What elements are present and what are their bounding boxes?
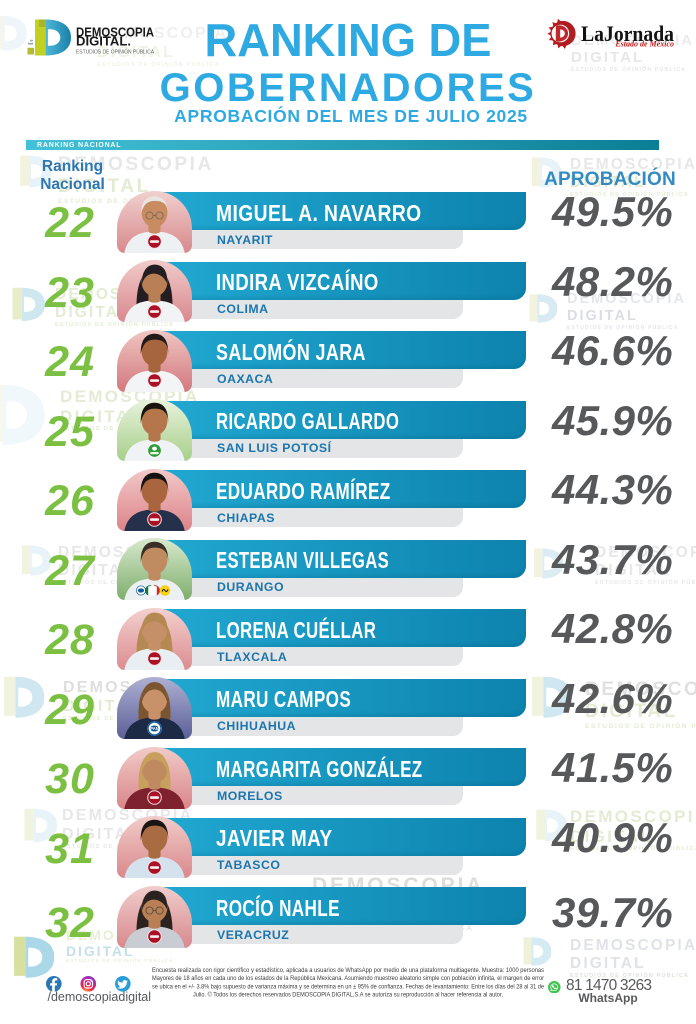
svg-text:Estado de México: Estado de México bbox=[614, 40, 674, 49]
svg-text:ESTUDIOS DE OPINIÓN PÚBLICA: ESTUDIOS DE OPINIÓN PÚBLICA bbox=[76, 48, 155, 55]
svg-text:DEMOSCOPIA: DEMOSCOPIA bbox=[76, 25, 155, 40]
svg-text:se ubica en el +/- 3.8% bajo s: se ubica en el +/- 3.8% bajo supuesto de… bbox=[152, 983, 544, 990]
svg-text:LaJornada: LaJornada bbox=[581, 21, 674, 46]
svg-text:Encuesta realizada con rigor c: Encuesta realizada con rigor científico … bbox=[152, 967, 544, 974]
svg-text:DIGITAL.: DIGITAL. bbox=[76, 34, 131, 49]
svg-text:PAN: PAN bbox=[150, 726, 159, 731]
svg-text:Mayores de 18 años en cada uno: Mayores de 18 años en cada uno de los es… bbox=[152, 975, 544, 982]
svg-text:Julio. © Todos los derechos re: Julio. © Todos los derechos reservados D… bbox=[193, 991, 503, 999]
